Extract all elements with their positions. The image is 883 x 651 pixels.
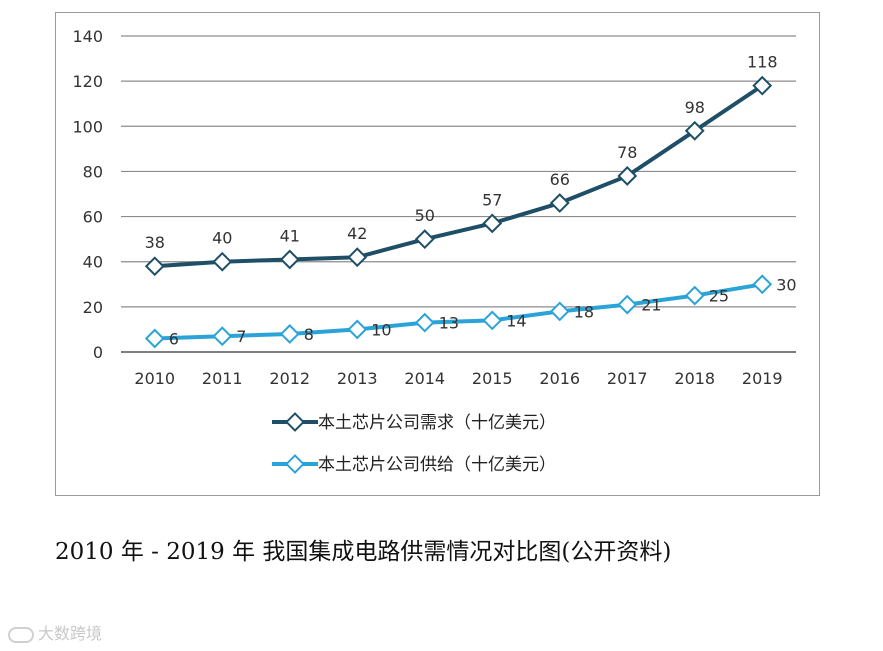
data-point-demand: [482, 213, 503, 234]
data-label-supply: 10: [371, 320, 391, 339]
x-tick-label: 2016: [539, 369, 580, 388]
data-label-demand: 78: [617, 143, 637, 162]
data-label-demand: 41: [280, 226, 300, 245]
figure-caption: 2010 年 - 2019 年 我国集成电路供需情况对比图(公开资料): [55, 539, 672, 565]
x-tick-label: 2012: [269, 369, 310, 388]
data-label-supply: 14: [506, 311, 526, 330]
data-label-demand: 42: [347, 224, 367, 243]
y-tick-label: 0: [93, 343, 103, 362]
x-tick-label: 2017: [607, 369, 648, 388]
data-point-demand: [212, 251, 233, 272]
legend-label-demand: 本土芯片公司需求（十亿美元）: [318, 413, 556, 433]
watermark: 大数跨境: [8, 620, 102, 644]
data-label-supply: 13: [439, 314, 459, 333]
data-label-supply: 21: [641, 296, 661, 315]
data-point-supply: [414, 312, 435, 333]
chart-frame: 0 20 40 60 80 100 120 140 2010 2011 2012 2013 2014 20…: [55, 12, 820, 496]
data-label-demand: 57: [482, 190, 502, 209]
series-line-supply: [154, 282, 763, 341]
y-tick-label: 100: [72, 117, 103, 136]
data-label-supply: 8: [304, 325, 314, 344]
legend: 本土芯片公司需求（十亿美元） 本土芯片公司供给（十亿美元）: [272, 412, 556, 475]
data-label-demand: 38: [145, 233, 165, 252]
series-line-demand: [154, 83, 764, 269]
data-label-demand: 50: [415, 206, 435, 225]
legend-label-supply: 本土芯片公司供给（十亿美元）: [318, 455, 556, 475]
x-tick-label: 2018: [674, 369, 715, 388]
y-tick-label: 60: [83, 208, 103, 227]
x-tick-label: 2019: [742, 369, 783, 388]
data-point-demand: [144, 256, 165, 277]
x-tick-label: 2013: [337, 369, 378, 388]
data-point-supply: [752, 274, 773, 295]
data-label-demand: 66: [550, 170, 570, 189]
line-chart: 0 20 40 60 80 100 120 140 2010 2011 2012 2013 2014 20…: [72, 27, 797, 475]
data-label-supply: 7: [236, 327, 246, 346]
data-point-supply: [279, 324, 300, 344]
y-tick-label: 120: [72, 72, 103, 91]
legend-item-supply: 本土芯片公司供给（十亿美元）: [272, 454, 556, 475]
data-point-supply: [482, 310, 503, 331]
data-point-supply: [144, 328, 165, 349]
data-label-supply: 30: [776, 275, 796, 294]
watermark-logo-icon: [8, 626, 34, 643]
data-point-demand: [279, 249, 300, 270]
data-point-supply: [212, 326, 233, 347]
y-tick-label: 140: [72, 27, 103, 46]
data-point-demand: [752, 75, 773, 96]
y-tick-label: 80: [83, 162, 103, 181]
x-tick-label: 2014: [404, 369, 445, 388]
y-tick-label: 40: [83, 253, 103, 272]
data-label-supply: 25: [709, 287, 729, 306]
data-point-demand: [347, 247, 368, 268]
legend-marker-demand: [285, 412, 305, 432]
data-label-demand: 40: [212, 229, 232, 248]
x-tick-label: 2011: [202, 369, 243, 388]
y-tick-label: 20: [83, 298, 103, 317]
x-tick-label: 2010: [134, 369, 175, 388]
data-label-supply: 6: [169, 329, 179, 348]
legend-item-demand: 本土芯片公司需求（十亿美元）: [272, 412, 556, 433]
data-point-demand: [549, 193, 570, 213]
data-label-supply: 18: [574, 302, 594, 321]
data-point-supply: [549, 301, 570, 322]
data-point-demand: [617, 166, 638, 186]
data-label-demand: 98: [685, 98, 705, 117]
data-point-demand: [414, 229, 435, 250]
watermark-text: 大数跨境: [38, 624, 103, 643]
data-point-supply: [347, 319, 368, 340]
legend-marker-supply: [285, 454, 305, 474]
axes: 0 20 40 60 80 100 120 140 2010 2011 2012 2013 2014 20…: [72, 27, 796, 388]
data-label-demand: 118: [747, 53, 778, 72]
data-point-supply: [617, 294, 638, 315]
x-tick-label: 2015: [472, 369, 513, 388]
series-lines: [144, 75, 773, 349]
data-point-supply: [684, 285, 705, 306]
data-point-demand: [684, 120, 705, 141]
